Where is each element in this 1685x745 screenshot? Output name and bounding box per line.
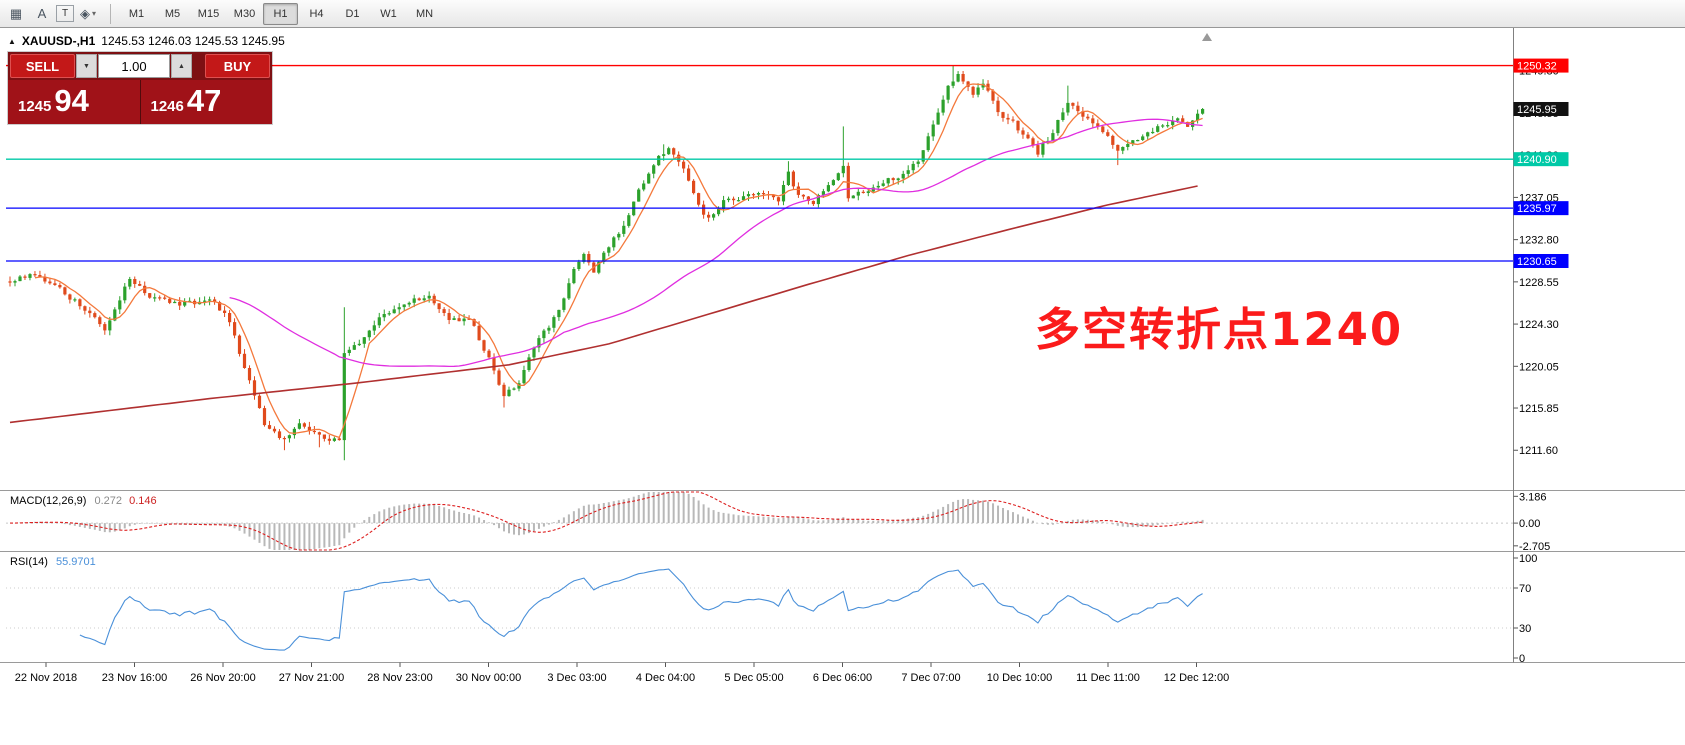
price-tick-label: 1220.05 xyxy=(1519,361,1559,373)
toolbar: ▦ A T ◈ ▾ M1 M5 M15 M30 H1 H4 D1 W1 MN xyxy=(0,0,1685,28)
timeframe-button-m30[interactable]: M30 xyxy=(233,7,256,20)
moving-averages xyxy=(9,83,1203,439)
macd-panel: 3.186 0.00 -2.705 xyxy=(6,491,1550,553)
chart-window-icon[interactable]: ▦ xyxy=(9,5,23,21)
rsi-tick-label: 70 xyxy=(1519,583,1531,595)
ma-fast-line xyxy=(34,83,1203,439)
text-tool-icon[interactable]: T xyxy=(56,5,74,22)
macd-name: MACD(12,26,9) xyxy=(10,495,87,507)
chart-title: ▲ XAUUSD-,H1 1245.53 1246.03 1245.53 124… xyxy=(8,34,285,48)
timeframe-button-group: M1 M5 M15 M30 H1 H4 D1 W1 MN xyxy=(119,2,442,25)
price-tick-label: 1215.85 xyxy=(1519,403,1559,415)
timeframe-button-m15[interactable]: M15 xyxy=(197,7,220,20)
rsi-tick-label: 100 xyxy=(1519,553,1537,565)
time-label: 30 Nov 00:00 xyxy=(456,672,521,684)
timeframe-button-d1[interactable]: D1 xyxy=(345,7,360,20)
time-label: 4 Dec 04:00 xyxy=(636,672,695,684)
sell-price-main: 1245 xyxy=(18,98,52,115)
price-axis[interactable] xyxy=(1513,28,1685,662)
rsi-tick-label: 0 xyxy=(1519,653,1525,665)
time-label: 22 Nov 2018 xyxy=(15,672,77,684)
sell-button[interactable]: SELL xyxy=(10,54,75,78)
rsi-tick-label: 30 xyxy=(1519,623,1531,635)
chart-symbol-period: XAUUSD-,H1 xyxy=(21,34,96,48)
h-line-price-tag: 1250.32 xyxy=(1517,61,1557,73)
rsi-value: 55.9701 xyxy=(55,556,96,568)
one-click-trading-panel: SELL ▼ ▲ BUY 1245 94 1246 47 xyxy=(8,52,272,124)
current-price-tag: 1245.95 xyxy=(1513,101,1569,116)
time-label: 3 Dec 03:00 xyxy=(547,672,606,684)
chart-ohlc-values: 1245.53 1246.03 1245.53 1245.95 xyxy=(101,34,285,48)
timeframe-button-m1[interactable]: M1 xyxy=(128,7,145,20)
price-divider xyxy=(139,80,141,124)
cursor-icon[interactable]: A xyxy=(37,6,47,21)
time-label: 12 Dec 12:00 xyxy=(1164,672,1229,684)
macd-main-value: 0.272 xyxy=(94,495,123,507)
h-line-price-tag: 1230.65 xyxy=(1517,256,1557,268)
timeframe-button-h1[interactable]: H1 xyxy=(263,2,298,25)
rsi-name: RSI(14) xyxy=(10,556,48,568)
time-axis[interactable] xyxy=(0,663,1513,700)
h-line-price-tag: 1235.97 xyxy=(1517,203,1557,215)
lot-increase-button[interactable]: ▲ xyxy=(171,54,192,78)
ma-slow-line xyxy=(9,185,1198,424)
toolbar-separator xyxy=(110,3,111,24)
macd-tick-label: 3.186 xyxy=(1519,491,1547,503)
horizontal-lines[interactable]: 1250.32 1240.90 1235.97 1230.65 xyxy=(6,58,1569,268)
time-label: 23 Nov 16:00 xyxy=(102,672,167,684)
time-label: 7 Dec 07:00 xyxy=(901,672,960,684)
lot-size-input[interactable] xyxy=(98,54,170,78)
time-label: 5 Dec 05:00 xyxy=(724,672,783,684)
price-tick-label: 1211.60 xyxy=(1519,445,1558,457)
time-label: 6 Dec 06:00 xyxy=(813,672,872,684)
candlestick-series xyxy=(8,65,1205,461)
sell-price-frac: 94 xyxy=(54,83,89,118)
svg-text:1245.95: 1245.95 xyxy=(1517,104,1557,116)
time-label: 10 Dec 10:00 xyxy=(987,672,1052,684)
buy-button[interactable]: BUY xyxy=(205,54,270,78)
macd-signal-line xyxy=(10,491,1203,551)
rsi-line xyxy=(79,568,1203,651)
timeframe-button-w1[interactable]: W1 xyxy=(380,7,397,20)
shapes-tool-icon[interactable]: ◈ ▾ xyxy=(76,3,100,25)
trade-panel-controls: SELL ▼ ▲ BUY xyxy=(8,52,272,80)
trade-panel-prices: 1245 94 1246 47 xyxy=(8,80,272,124)
buy-price-display[interactable]: 1246 47 xyxy=(140,80,272,124)
price-tick-label: 1224.30 xyxy=(1519,319,1559,331)
price-tick-label: 1232.80 xyxy=(1519,235,1559,247)
macd-tick-label: -2.705 xyxy=(1519,541,1550,553)
shapes-glyph-icon: ◈ xyxy=(79,5,90,21)
time-axis-labels: 22 Nov 2018 23 Nov 16:00 26 Nov 20:00 27 No… xyxy=(15,662,1229,684)
time-label: 11 Dec 11:00 xyxy=(1076,672,1140,684)
macd-tick-label: 0.00 xyxy=(1519,518,1540,530)
rsi-panel: 100 70 30 0 xyxy=(6,553,1537,665)
timeframe-button-mn[interactable]: MN xyxy=(415,7,434,20)
buy-price-frac: 47 xyxy=(186,83,222,118)
chart-annotation-text: 多空转折点1240 xyxy=(1035,303,1404,356)
buy-price-main: 1246 xyxy=(150,98,184,115)
macd-signal-value: 0.146 xyxy=(129,495,157,507)
one-click-trading-toggle-icon[interactable]: ▲ xyxy=(8,36,16,46)
time-label: 28 Nov 23:00 xyxy=(367,672,432,684)
ma-mid-line xyxy=(229,118,1203,368)
price-tick-label: 1228.55 xyxy=(1519,277,1559,289)
timeframe-button-m5[interactable]: M5 xyxy=(164,7,181,20)
chart-shift-marker xyxy=(1202,33,1212,41)
sell-price-display[interactable]: 1245 94 xyxy=(8,80,140,124)
lot-decrease-button[interactable]: ▼ xyxy=(76,54,97,78)
time-label: 26 Nov 20:00 xyxy=(190,672,255,684)
dropdown-caret-icon: ▾ xyxy=(91,9,96,18)
time-label: 27 Nov 21:00 xyxy=(279,672,344,684)
h-line-price-tag: 1240.90 xyxy=(1517,154,1557,166)
macd-indicator-label: MACD(12,26,9) 0.272 0.146 xyxy=(10,495,157,507)
rsi-indicator-label: RSI(14) 55.9701 xyxy=(10,556,96,568)
timeframe-button-h4[interactable]: H4 xyxy=(309,7,324,20)
